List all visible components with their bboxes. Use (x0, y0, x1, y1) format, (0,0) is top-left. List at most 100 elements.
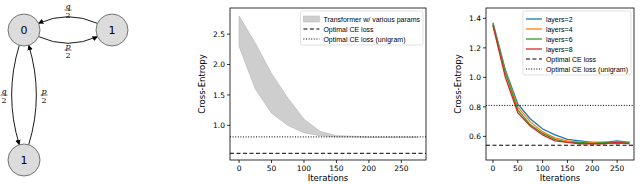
numerator: p (65, 42, 70, 51)
y-tick-label: 2.0 (213, 60, 225, 69)
x-tick-label: 50 (513, 164, 523, 173)
x-tick-label: 0 (491, 164, 496, 173)
y-tick-label: 1.0 (469, 73, 481, 82)
reference-line (486, 145, 634, 146)
legend-swatch (303, 16, 319, 22)
y-tick (483, 106, 486, 107)
x-tick-label: 0 (237, 164, 242, 173)
legend-label: layers=6 (546, 36, 573, 44)
y-tick-label: 0.6 (469, 132, 481, 141)
legend-swatch (303, 29, 319, 30)
numerator: p (41, 87, 46, 96)
y-tick-label: 1.4 (469, 14, 481, 23)
legend-box (523, 11, 631, 75)
y-tick-label: 1.2 (469, 44, 481, 53)
plot-data (230, 16, 426, 153)
y-tick-label: 0.8 (469, 103, 481, 112)
node-label: 1 (21, 154, 28, 167)
node (96, 14, 128, 46)
edge-label: q2 (65, 2, 72, 20)
legend-swatch (526, 28, 542, 29)
plot-frame (486, 8, 634, 160)
node (8, 14, 40, 46)
y-tick-label: 2.5 (213, 30, 225, 39)
x-tick-label: 150 (329, 164, 344, 173)
x-tick (617, 160, 618, 163)
y-axis-label: Cross-Entropy (197, 54, 207, 113)
x-tick (303, 160, 304, 163)
edge-label: q2 (1, 87, 8, 105)
y-tick (483, 47, 486, 48)
x-tick-label: 100 (297, 164, 312, 173)
legend-swatch (526, 69, 542, 70)
legend-swatch (526, 38, 542, 39)
numerator: q (1, 87, 6, 96)
x-tick (567, 160, 568, 163)
x-axis-label: Iterations (308, 173, 349, 183)
legend: layers=2 layers=4 layers=6 layers=8 Optimal … (523, 11, 631, 75)
x-tick-label: 200 (362, 164, 377, 173)
legend-swatch (526, 48, 542, 49)
plot-bg (230, 8, 426, 160)
edge-arrow (29, 45, 37, 144)
x-tick-label: 250 (610, 164, 625, 173)
legend-label: layers=8 (546, 46, 573, 54)
node-label: 0 (21, 24, 28, 37)
legend: Transformer w/ various params Optimal CE … (300, 11, 423, 45)
y-tick (483, 18, 486, 19)
y-tick (483, 136, 486, 137)
chart: 0501001502002500.60.81.01.21.4Iterations… (453, 8, 634, 183)
edge-label: p2 (65, 42, 72, 60)
legend-label: Optimal CE loss (323, 26, 374, 34)
legend-label: layers=2 (546, 16, 573, 24)
x-tick (239, 160, 240, 163)
denominator: 2 (65, 11, 70, 20)
chart: 0 50 100 150 200 250 1.0 1.5 2.0 2.5 Iterations Cro… (197, 8, 426, 183)
x-tick-label: 250 (394, 164, 409, 173)
legend-label: Optimal CE loss (unigram) (546, 66, 628, 74)
denominator: 2 (65, 51, 70, 60)
reference-line (230, 153, 426, 154)
plot-bg (486, 8, 634, 160)
y-tick-label: 1.5 (213, 91, 225, 100)
legend-swatch (526, 59, 542, 60)
x-tick (517, 160, 518, 163)
y-tick (227, 125, 230, 126)
node-label: 1 (109, 24, 116, 37)
y-tick (227, 34, 230, 35)
markov-diagram: q2p2q2p2011 (1, 2, 129, 177)
edge-arrow (12, 45, 20, 144)
x-tick (368, 160, 369, 163)
x-tick-label: 150 (560, 164, 575, 173)
node (8, 144, 40, 176)
edge-label: p2 (41, 87, 48, 105)
x-tick (542, 160, 543, 163)
x-axis-label: Iterations (540, 173, 581, 183)
legend-label: layers=4 (546, 26, 573, 34)
x-tick (492, 160, 493, 163)
x-tick (271, 160, 272, 163)
plot-frame (230, 8, 426, 160)
x-tick (336, 160, 337, 163)
y-tick (227, 94, 230, 95)
legend-label: Optimal CE loss (unigram) (323, 36, 405, 44)
denominator: 2 (41, 96, 46, 105)
legend-box (300, 11, 423, 45)
denominator: 2 (1, 96, 6, 105)
reference-line (486, 105, 634, 106)
legend-swatch (526, 18, 542, 19)
legend-swatch (303, 39, 319, 40)
x-tick-label: 50 (267, 164, 277, 173)
legend-label: Transformer w/ various params (323, 16, 420, 24)
y-axis-label: Cross-Entropy (453, 54, 463, 113)
y-tick-label: 1.0 (213, 121, 225, 130)
y-tick (483, 77, 486, 78)
reference-line (230, 136, 426, 137)
legend-label: Optimal CE loss (546, 56, 597, 64)
x-tick (592, 160, 593, 163)
x-tick-label: 100 (535, 164, 550, 173)
figure: q2p2q2p20110501001502002501.01.52.02.5It… (0, 0, 640, 184)
y-tick (227, 64, 230, 65)
x-tick (401, 160, 402, 163)
numerator: q (65, 2, 70, 11)
